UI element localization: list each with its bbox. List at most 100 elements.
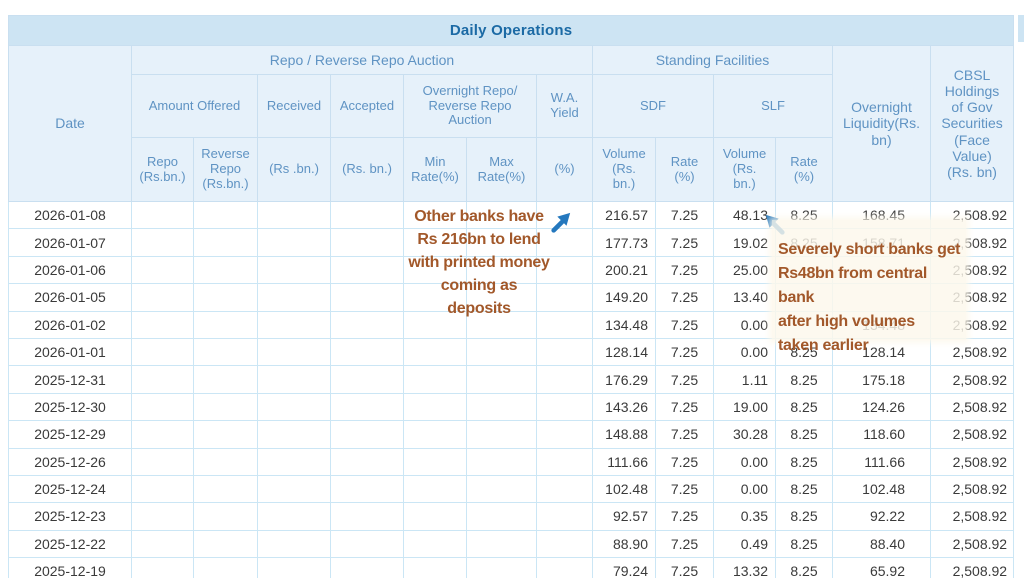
cell-max_rate — [466, 337, 537, 367]
cell-overnight_liquidity: 111.66 — [832, 447, 931, 476]
table-row: 2026-01-01 128.14 7.25 0.00 8.25 128.14 2,508.… — [8, 337, 1015, 367]
cell-min_rate — [403, 502, 467, 531]
table-row: 2025-12-19 79.24 7.25 13.32 8.25 65.92 2,508.9… — [8, 557, 1015, 578]
cell-min_rate — [403, 529, 467, 559]
cell-min_rate — [403, 557, 467, 578]
header-sdf-rate: Rate (%) — [655, 137, 714, 202]
cell-accepted — [330, 283, 404, 312]
cell-sdf_rate: 7.25 — [655, 529, 714, 559]
cell-min_rate — [403, 420, 467, 449]
cell-repo_offered — [131, 529, 194, 559]
cell-sdf_volume: 149.20 — [592, 283, 656, 312]
cell-max_rate — [466, 447, 537, 476]
cell-received — [257, 420, 331, 449]
cell-min_rate — [403, 228, 467, 257]
cell-sdf_volume: 200.21 — [592, 255, 656, 285]
cell-reverse_repo_offered — [193, 502, 258, 531]
cell-cbsl_holdings: 2,508.92 — [929, 502, 1015, 531]
cell-received — [257, 557, 331, 578]
cell-slf_volume: 13.32 — [713, 557, 776, 578]
cell-overnight_liquidity: 88.40 — [832, 529, 931, 559]
cell-date: 2025-12-22 — [8, 529, 132, 559]
cell-max_rate — [466, 255, 537, 285]
cell-slf_volume: 0.00 — [713, 447, 776, 476]
cell-slf_rate: 8.25 — [775, 365, 833, 394]
cell-min_rate — [403, 447, 467, 476]
cell-max_rate — [466, 557, 537, 578]
cell-date: 2026-01-08 — [8, 200, 132, 230]
cell-wa_yield — [536, 447, 593, 476]
cell-max_rate — [466, 420, 537, 449]
cell-accepted — [330, 365, 404, 394]
cell-cbsl_holdings: 2,508.92 — [929, 529, 1015, 559]
cell-accepted — [330, 557, 404, 578]
cell-slf_volume: 0.00 — [713, 474, 776, 504]
cell-sdf_rate: 7.25 — [655, 255, 714, 285]
cell-repo_offered — [131, 420, 194, 449]
cell-accepted — [330, 310, 404, 339]
cell-date: 2026-01-01 — [8, 337, 132, 367]
cell-max_rate — [466, 310, 537, 339]
cell-min_rate — [403, 392, 467, 422]
cell-wa_yield — [536, 365, 593, 394]
cell-repo_offered — [131, 310, 194, 339]
cell-date: 2026-01-05 — [8, 283, 132, 312]
cell-reverse_repo_offered — [193, 255, 258, 285]
cell-wa_yield — [536, 474, 593, 504]
cell-cbsl_holdings: 2,508.92 — [929, 447, 1015, 476]
cell-reverse_repo_offered — [193, 310, 258, 339]
cell-date: 2025-12-19 — [8, 557, 132, 578]
header-band-sub: Amount Offered Received Accepted Overnig… — [9, 74, 1014, 138]
cell-accepted — [330, 447, 404, 476]
cell-max_rate — [466, 502, 537, 531]
cell-wa_yield — [536, 337, 593, 367]
cell-received — [257, 529, 331, 559]
cell-sdf_rate: 7.25 — [655, 310, 714, 339]
cell-min_rate — [403, 365, 467, 394]
cell-sdf_volume: 176.29 — [592, 365, 656, 394]
cell-slf_volume: 0.00 — [713, 337, 776, 367]
cell-repo_offered — [131, 392, 194, 422]
cell-wa_yield — [536, 283, 593, 312]
header-received: Received — [257, 74, 331, 138]
cell-min_rate — [403, 337, 467, 367]
header-received-unit: (Rs .bn.) — [257, 137, 331, 202]
cell-sdf_rate: 7.25 — [655, 200, 714, 230]
cell-sdf_rate: 7.25 — [655, 557, 714, 578]
cell-slf_rate: 8.25 — [775, 420, 833, 449]
cell-repo_offered — [131, 255, 194, 285]
cell-slf_volume: 48.13 — [713, 200, 776, 230]
cell-repo_offered — [131, 557, 194, 578]
cell-reverse_repo_offered — [193, 337, 258, 367]
cell-sdf_volume: 88.90 — [592, 529, 656, 559]
cell-accepted — [330, 529, 404, 559]
annotation-short-banks: Severely short banks get Rs48bn from cen… — [778, 241, 961, 354]
cell-sdf_rate: 7.25 — [655, 502, 714, 531]
cell-date: 2025-12-23 — [8, 502, 132, 531]
cell-max_rate — [466, 365, 537, 394]
cell-slf_rate: 8.25 — [775, 337, 833, 367]
header-cbsl-holdings: CBSL Holdings of Gov Securities (Face Va… — [929, 45, 1015, 202]
header-wa-yield-unit: (%) — [536, 137, 593, 202]
cell-sdf_volume: 216.57 — [592, 200, 656, 230]
header-repo-reverse-repo-auction: Repo / Reverse Repo Auction — [131, 45, 593, 75]
cell-wa_yield — [536, 557, 593, 578]
cell-max_rate — [466, 392, 537, 422]
cell-sdf_rate: 7.25 — [655, 283, 714, 312]
cell-slf_rate: 8.25 — [775, 392, 833, 422]
header-date: Date — [8, 45, 132, 202]
cell-sdf_rate: 7.25 — [655, 365, 714, 394]
cell-sdf_volume: 92.57 — [592, 502, 656, 531]
cell-cbsl_holdings: 2,508.92 — [929, 557, 1015, 578]
cell-repo_offered — [131, 337, 194, 367]
table-row: 2025-12-31 176.29 7.25 1.11 8.25 175.18 2,508.… — [8, 365, 1015, 394]
cell-overnight_liquidity: 175.18 — [832, 365, 931, 394]
cell-cbsl_holdings: 2,508.92 — [929, 337, 1015, 367]
cell-slf_rate: 8.25 — [775, 529, 833, 559]
cell-sdf_volume: 102.48 — [592, 474, 656, 504]
cell-overnight_liquidity: 124.26 — [832, 392, 931, 422]
cell-reverse_repo_offered — [193, 420, 258, 449]
cell-sdf_volume: 134.48 — [592, 310, 656, 339]
cell-repo_offered — [131, 365, 194, 394]
cell-received — [257, 365, 331, 394]
